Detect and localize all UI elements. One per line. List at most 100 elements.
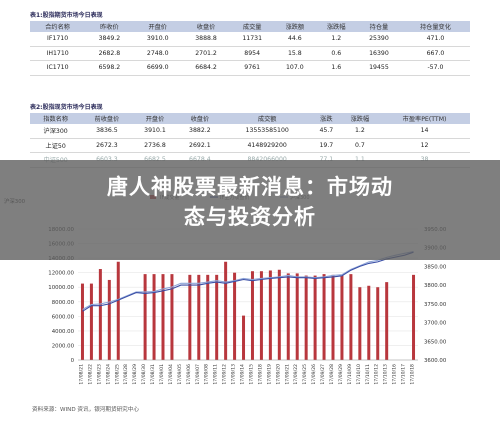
x-tick-label: 17/08/29 <box>132 364 138 385</box>
column-header: 收盘价 <box>181 21 231 32</box>
table-cell: 11731 <box>230 32 275 47</box>
volume-bar <box>304 275 308 360</box>
table-cell: 0.7 <box>340 138 380 154</box>
table-cell: 2736.8 <box>132 138 178 154</box>
table-cell: 16390 <box>356 46 401 62</box>
table-cell: 6598.2 <box>85 60 134 76</box>
table-cell: 2701.2 <box>181 46 231 62</box>
volume-bar <box>98 269 102 360</box>
table-cell: 上证50 <box>30 138 82 154</box>
headline: 唐人神股票最新消息：市场动 态与投资分析 <box>0 172 500 232</box>
volume-bar <box>250 271 254 360</box>
column-header: 成交量 <box>230 21 275 32</box>
y-left-tick-label: 6000.00 <box>52 314 75 320</box>
volume-bar <box>313 275 317 360</box>
volume-bar <box>340 275 344 360</box>
volume-bar <box>80 283 84 360</box>
volume-bar <box>197 274 201 360</box>
x-tick-label: 17/09/07 <box>195 364 201 385</box>
x-tick-label: 17/09/06 <box>186 364 192 385</box>
x-tick-label: 17/09/19 <box>266 364 272 385</box>
volume-bar <box>295 273 299 360</box>
x-tick-label: 17/08/28 <box>123 364 129 385</box>
x-tick-label: 17/10/13 <box>383 364 389 385</box>
volume-bar <box>107 279 111 360</box>
y-left-tick-label: 0 <box>71 358 75 364</box>
table-cell: 13553585100 <box>222 124 313 139</box>
volume-bar <box>188 274 192 360</box>
table-cell: 1.2 <box>340 124 380 139</box>
column-header: 涨跌额 <box>274 21 316 32</box>
table-cell: 44.6 <box>274 32 316 47</box>
volume-bar <box>268 270 272 360</box>
table-cell: 25390 <box>356 32 401 47</box>
x-tick-label: 17/09/01 <box>159 364 165 385</box>
x-tick-label: 17/08/21 <box>78 364 84 385</box>
volume-bar <box>233 272 237 360</box>
table-cell: 9761 <box>230 60 275 76</box>
column-header: 涨跌 <box>312 113 341 124</box>
table-cell: 19455 <box>356 60 401 76</box>
table-cell: IC1710 <box>30 60 86 76</box>
table-cell: 3836.5 <box>81 124 133 139</box>
column-header: 前收盘价 <box>81 113 133 124</box>
column-header: 指数名称 <box>30 113 82 124</box>
y-right-tick-label: 3750.00 <box>424 302 447 308</box>
column-header: 开盘价 <box>133 21 182 32</box>
table-cell: 14 <box>379 124 470 139</box>
y-left-tick-label: 8000.00 <box>52 300 75 306</box>
table-cell: 6699.0 <box>133 60 182 76</box>
column-header: 市盈率PE(TTM) <box>379 113 470 124</box>
volume-bar <box>161 274 165 360</box>
x-tick-label: 17/09/14 <box>240 364 246 385</box>
column-header: 涨跌幅 <box>340 113 380 124</box>
x-tick-label: 17/09/18 <box>257 364 263 385</box>
source-note: 资料来源：WIND 资讯，银河期货研究中心 <box>32 407 139 413</box>
volume-bar <box>385 282 389 360</box>
table-cell: 1.6 <box>315 60 357 76</box>
volume-bar <box>286 273 290 360</box>
column-header: 收盘价 <box>177 113 223 124</box>
volume-bar <box>277 269 281 360</box>
volume-bar <box>116 261 120 360</box>
x-tick-label: 17/09/29 <box>338 364 344 385</box>
column-header: 成交额 <box>222 113 313 124</box>
x-tick-label: 17/10/16 <box>392 364 398 385</box>
y-right-tick-label: 3700.00 <box>424 321 447 327</box>
x-tick-label: 17/09/21 <box>284 364 290 385</box>
table2-caption: 表2:股指现货市场今日表现 <box>30 104 103 111</box>
table1-caption: 表1:股指期货市场今日表现 <box>30 12 103 19</box>
column-header: 持仓量 <box>356 21 401 32</box>
volume-bar <box>412 274 416 360</box>
x-tick-label: 17/08/24 <box>105 364 111 385</box>
x-tick-label: 17/09/25 <box>302 364 308 385</box>
table-cell: 3910.1 <box>132 124 178 139</box>
y-right-tick-label: 3850.00 <box>424 264 447 270</box>
x-tick-label: 17/10/18 <box>410 364 416 385</box>
x-tick-label: 17/09/20 <box>275 364 281 385</box>
table-cell: 3882.2 <box>177 124 223 139</box>
volume-bar <box>259 271 263 360</box>
y-left-tick-label: 4000.00 <box>52 329 75 335</box>
volume-bar <box>358 287 362 360</box>
x-tick-label: 17/08/22 <box>87 364 93 385</box>
table-cell: 45.7 <box>312 124 341 139</box>
table-row: 沪深300 3836.5 3910.1 3882.2 13553585100 45.7 1.… <box>30 124 470 139</box>
headline-line2: 态与投资分析 <box>184 205 316 229</box>
futures-table: 合约名称 昨收价 开盘价 收盘价 成交量 涨跌额 涨跌幅 持仓量 持仓量变化 IF1710 384… <box>30 21 470 76</box>
x-tick-label: 17/08/31 <box>150 364 156 385</box>
volume-bar <box>242 315 246 360</box>
x-tick-label: 17/09/05 <box>177 364 183 385</box>
table-cell: 15.8 <box>274 46 316 62</box>
headline-line1: 唐人神股票最新消息：市场动 <box>107 175 393 199</box>
x-tick-label: 17/09/11 <box>213 364 219 385</box>
table-cell: 3849.2 <box>85 32 134 47</box>
table-cell: 2748.0 <box>133 46 182 62</box>
hs300-line <box>82 250 414 310</box>
x-tick-label: 17/09/13 <box>231 364 237 385</box>
table-cell: -57.0 <box>400 60 470 76</box>
table-cell: 19.7 <box>312 138 341 154</box>
column-header: 开盘价 <box>132 113 178 124</box>
y-right-tick-label: 3600.00 <box>424 358 447 364</box>
if-close-line <box>82 251 414 312</box>
